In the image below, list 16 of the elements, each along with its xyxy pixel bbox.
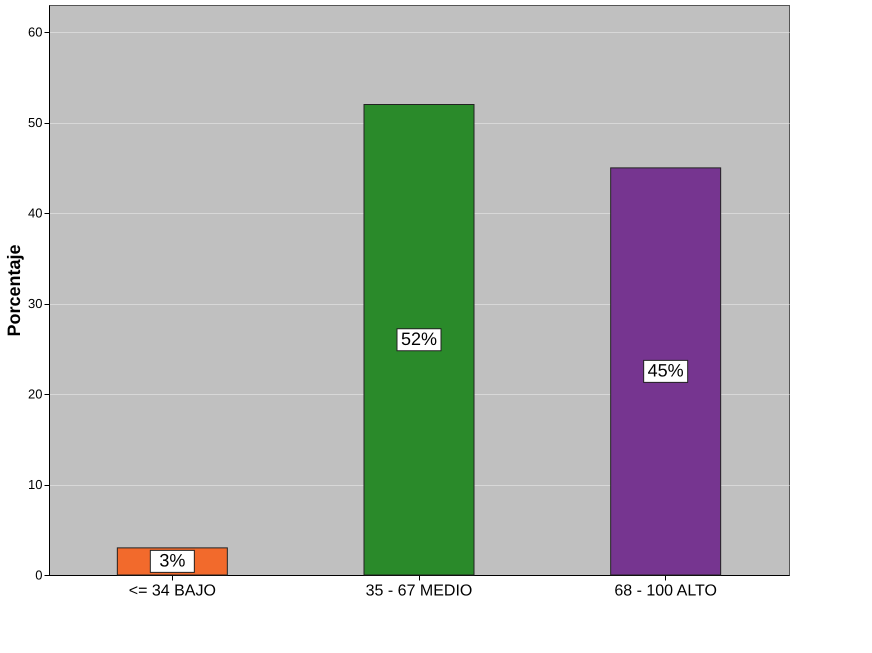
y-tick-label: 10 xyxy=(28,477,42,492)
y-tick-label: 30 xyxy=(28,296,42,312)
x-tick-label: 35 - 67 MEDIO xyxy=(366,582,472,600)
bar xyxy=(610,167,722,576)
x-tick-label: 68 - 100 ALTO xyxy=(614,582,717,600)
y-axis-title: Porcentaje xyxy=(4,244,24,337)
y-tick-label: 0 xyxy=(35,568,42,582)
data-label: 52% xyxy=(400,328,438,349)
bar xyxy=(364,104,474,576)
y-tick-label: 20 xyxy=(28,386,42,402)
y-tick-label: 40 xyxy=(28,206,42,221)
data-label: 45% xyxy=(648,360,684,380)
x-tick-label: <= 34 BAJO xyxy=(128,582,216,600)
data-label: 3% xyxy=(159,550,186,570)
y-tick-label: 60 xyxy=(28,24,42,40)
y-tick-label: 50 xyxy=(28,115,42,130)
